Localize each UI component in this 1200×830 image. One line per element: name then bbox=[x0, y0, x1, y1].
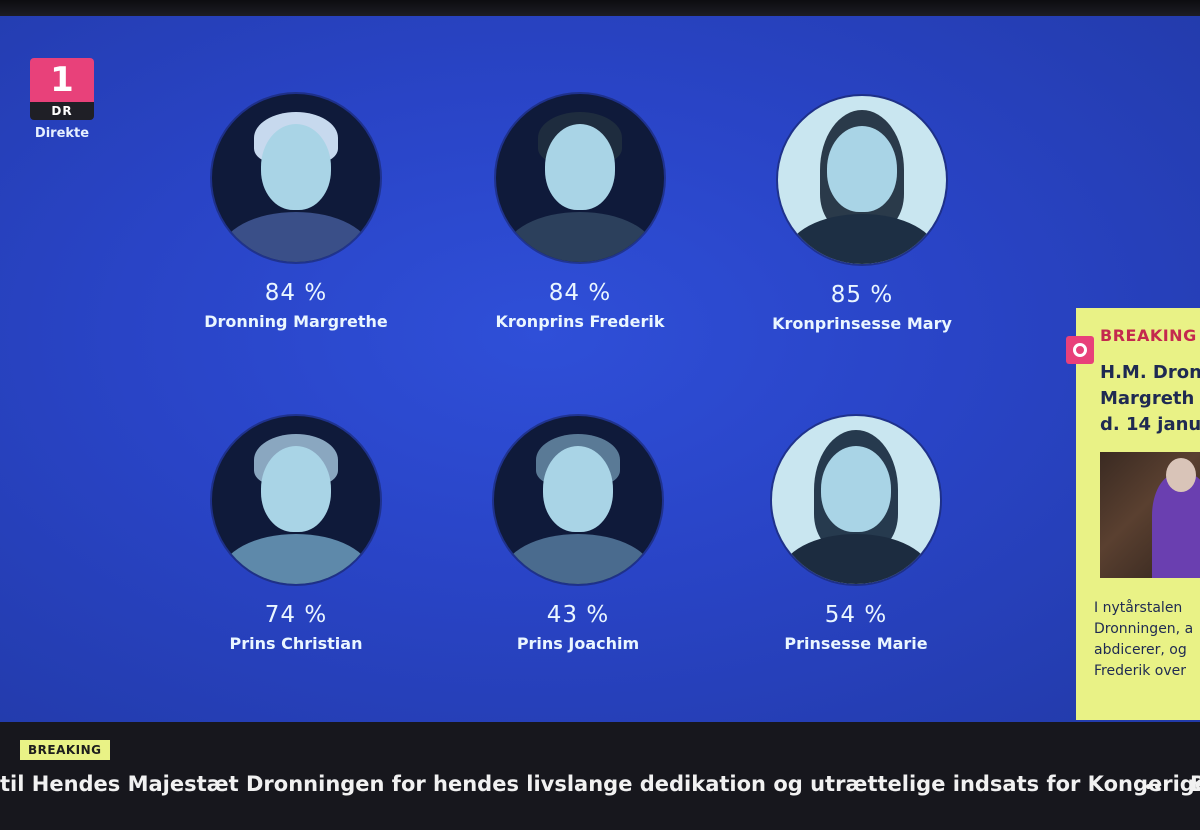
channel-number: 1 bbox=[30, 58, 94, 102]
ticker-text: til Hendes Majestæt Dronningen for hende… bbox=[0, 772, 1200, 796]
person-name: Kronprinsesse Mary bbox=[772, 314, 952, 333]
tv-bezel bbox=[0, 0, 1200, 16]
approval-percent: 43 % bbox=[546, 602, 610, 628]
person-name: Kronprins Frederik bbox=[495, 312, 665, 331]
person-card-christian: 74 % Prins Christian bbox=[176, 416, 416, 653]
person-name: Prins Christian bbox=[229, 634, 363, 653]
person-name: Dronning Margrethe bbox=[204, 312, 388, 331]
approval-percent: 74 % bbox=[264, 602, 328, 628]
breaking-photo bbox=[1100, 452, 1200, 578]
person-card-marie: 54 % Prinsesse Marie bbox=[736, 416, 976, 653]
portrait-mary bbox=[778, 96, 946, 264]
news-ticker: BREAKING til Hendes Majestæt Dronningen … bbox=[0, 722, 1200, 830]
breaking-summary: I nytårstalen Dronningen, a abdicerer, o… bbox=[1094, 600, 1194, 679]
portrait-margrethe bbox=[212, 94, 380, 262]
breaking-headline: H.M. Dron Margreth d. 14 janu bbox=[1100, 362, 1200, 435]
person-name: Prins Joachim bbox=[516, 634, 640, 653]
approval-percent: 84 % bbox=[548, 280, 612, 306]
breaking-target-icon bbox=[1066, 336, 1094, 364]
portrait-frederik bbox=[496, 94, 664, 262]
portrait-marie bbox=[772, 416, 940, 584]
person-card-margrethe: 84 % Dronning Margrethe bbox=[176, 94, 416, 331]
portrait-joachim bbox=[494, 416, 662, 584]
approval-percent: 84 % bbox=[264, 280, 328, 306]
person-card-frederik: 84 % Kronprins Frederik bbox=[460, 94, 700, 331]
approval-percent: 85 % bbox=[830, 282, 894, 308]
breaking-label: BREAKING bbox=[1100, 326, 1197, 345]
ticker-separator: •• bbox=[1144, 780, 1162, 796]
ticker-breaking-badge: BREAKING bbox=[20, 740, 110, 760]
live-status: Direkte bbox=[34, 126, 90, 141]
person-name: Prinsesse Marie bbox=[784, 634, 928, 653]
broadcast-screen: 1 DR Direkte 84 % Dronning Margrethe 84 … bbox=[0, 16, 1200, 722]
brand-label: DR bbox=[30, 102, 94, 120]
portrait-christian bbox=[212, 416, 380, 584]
dr1-logo: 1 DR Direkte bbox=[30, 58, 94, 141]
approval-percent: 54 % bbox=[824, 602, 888, 628]
breaking-news-panel: BREAKING H.M. Dron Margreth d. 14 janu I… bbox=[1076, 308, 1200, 720]
person-card-mary: 85 % Kronprinsesse Mary bbox=[742, 96, 982, 333]
ticker-next-item: B bbox=[1190, 772, 1200, 796]
person-card-joachim: 43 % Prins Joachim bbox=[458, 416, 698, 653]
channel-badge: 1 DR bbox=[30, 58, 94, 120]
